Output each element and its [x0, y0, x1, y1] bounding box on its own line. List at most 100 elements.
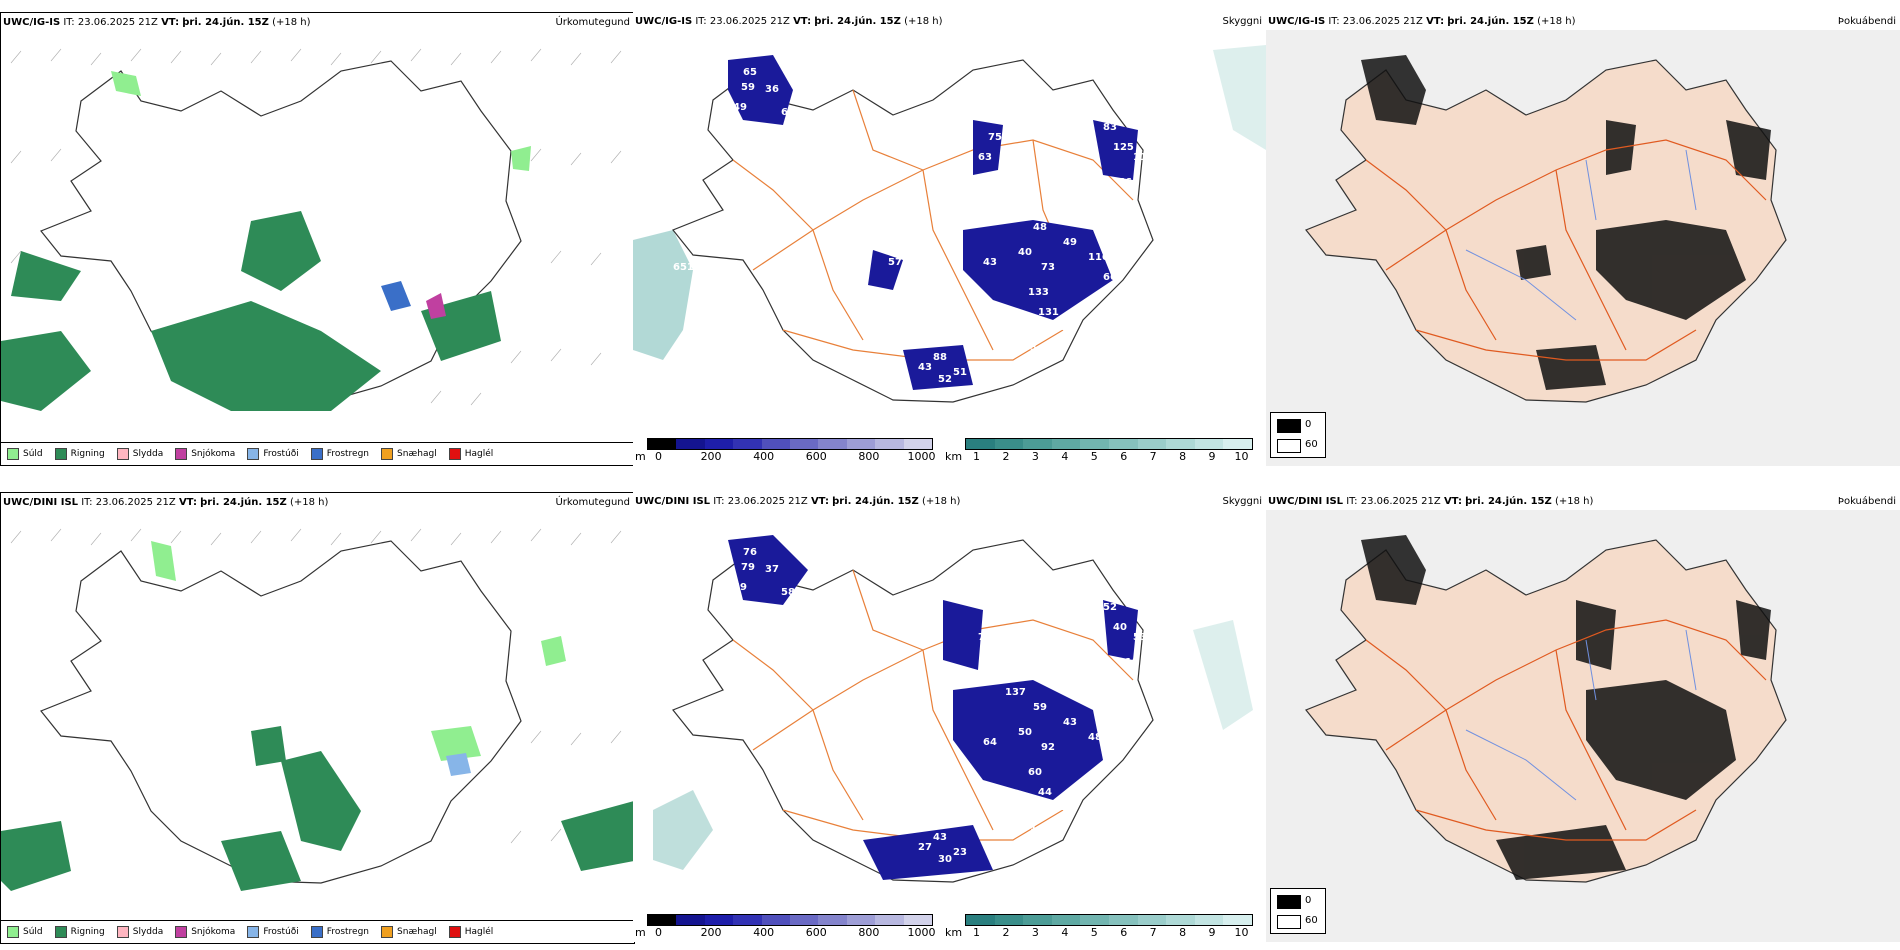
cloud-base-label: 59	[1033, 702, 1047, 713]
legend-item: Snæhagl	[381, 926, 437, 938]
colorbar-segment	[1051, 915, 1081, 925]
cloud-base-label: 90	[993, 652, 1007, 663]
legend-swatch	[54, 926, 67, 938]
cloud-base-label: 83	[1103, 122, 1117, 133]
cloud-base-label: 72	[978, 632, 992, 643]
cloud-base-label: 59	[741, 82, 755, 93]
panel-title: Skyggni	[1222, 16, 1262, 27]
init-time: 23.06.2025 21Z	[1342, 16, 1423, 27]
legend-label: Frostregn	[326, 449, 370, 459]
visibility-colorbar-row2: km 1 2 3 4 5 6 7 8 9 10	[943, 914, 1253, 940]
fog-legend-row1: 0 60	[1270, 412, 1326, 458]
fog-map-row2	[1266, 510, 1900, 942]
legend-label: Haglél	[464, 927, 494, 937]
colorbar-segment	[1166, 439, 1195, 449]
colorbar-tick: 5	[1090, 926, 1098, 939]
colorbar-segment	[1108, 915, 1138, 925]
valid-time: þri. 24.jún. 15Z	[832, 496, 919, 507]
cloud-base-label: 53	[1133, 632, 1147, 643]
fog-header-row1: UWC/IG-IS IT: 23.06.2025 21Z VT: þri. 24…	[1268, 16, 1576, 27]
iceland-outline	[672, 539, 1154, 883]
vt-label: VT:	[1443, 496, 1462, 507]
vt-label: VT:	[178, 497, 197, 508]
valid-time: þri. 24.jún. 15Z	[1465, 496, 1552, 507]
cloud-base-label: 77	[888, 737, 902, 748]
iceland-outline	[672, 59, 1154, 403]
colorbar-segment	[761, 915, 791, 925]
cloud-base-label: 51	[953, 367, 967, 378]
legend-item: Frostúði	[247, 926, 299, 938]
lead-time: (+18 h)	[1537, 16, 1576, 27]
it-label: IT:	[63, 17, 75, 28]
colorbar-segment	[1080, 915, 1109, 925]
colorbar-unit: km	[945, 450, 963, 463]
cloud-base-label: 87	[993, 172, 1007, 183]
legend-label: Frostregn	[326, 927, 370, 937]
colorbar-tick: 10	[1234, 926, 1249, 939]
rivers	[1465, 149, 1697, 321]
cloud-base-label: 73	[1023, 342, 1037, 353]
legend-label: Frostúði	[263, 927, 299, 937]
colorbar-tick: 8	[1179, 926, 1187, 939]
valid-time: þri. 24.jún. 15Z	[814, 16, 901, 27]
colorbar-segment	[875, 439, 904, 449]
lead-time: (+18 h)	[272, 17, 311, 28]
legend-item: Snæhagl	[381, 448, 437, 460]
model-name: UWC/IG-IS	[3, 17, 61, 28]
cloud-base-label: 40	[1113, 622, 1127, 633]
valid-time: þri. 24.jún. 15Z	[182, 17, 269, 28]
colorbar-tick: 7	[1149, 450, 1157, 463]
cloud-base-label: 52	[1103, 602, 1117, 613]
legend-swatch	[116, 448, 129, 460]
colorbar-segment	[875, 915, 904, 925]
it-label: IT:	[713, 496, 725, 507]
low-cloud-areas	[728, 535, 1138, 880]
colorbar-tick: 400	[753, 450, 775, 463]
legend-label: Frostúði	[263, 449, 299, 459]
precip-map-row2	[1, 528, 634, 891]
colorbar-tick: 800	[858, 926, 880, 939]
colorbar-strip	[647, 914, 933, 926]
cloud-base-label: 27	[918, 842, 932, 853]
fog-areas	[1361, 55, 1771, 390]
legend-label: Snæhagl	[397, 449, 437, 459]
precip-header-row2: UWC/DINI ISL IT: 23.06.2025 21Z VT: þri.…	[3, 497, 328, 508]
colorbar-tick: 1000	[907, 926, 936, 939]
legend-item: Súld	[7, 926, 43, 938]
colorbar-segment	[648, 439, 677, 449]
legend-item: Snjókoma	[175, 448, 235, 460]
drizzle-areas	[111, 71, 531, 171]
visibility-colorbar-row1: km 1 2 3 4 5 6 7 8 9 10	[943, 438, 1253, 464]
colorbar-tick: 5	[1090, 450, 1098, 463]
cloud-base-label: 48	[1033, 222, 1047, 233]
colorbar-segment	[1223, 439, 1252, 449]
legend-swatch	[247, 448, 260, 460]
model-name: UWC/IG-IS	[635, 16, 693, 27]
precip-header-row1: UWC/IG-IS IT: 23.06.2025 21Z VT: þri. 24…	[3, 17, 311, 28]
colorbar-tick: 8	[1179, 450, 1187, 463]
colorbar-segment	[994, 439, 1024, 449]
cloud-base-label: 73	[1041, 262, 1055, 273]
iceland-outline	[40, 540, 522, 884]
vt-label: VT:	[1426, 16, 1445, 27]
fog-map-row1	[1266, 30, 1900, 466]
colorbar-segment	[790, 915, 819, 925]
cloud-base-label: 651	[673, 262, 694, 273]
init-time: 23.06.2025 21Z	[95, 497, 176, 508]
colorbar-segment	[1023, 915, 1052, 925]
cloud-base-label: 49	[1063, 237, 1077, 248]
init-time: 23.06.2025 21Z	[709, 16, 790, 27]
valid-time: þri. 24.jún. 15Z	[1447, 16, 1534, 27]
cloud-base-label: 75	[988, 132, 1002, 143]
cloud-base-label: 43	[918, 362, 932, 373]
cloud-base-label: 40	[1018, 247, 1032, 258]
colorbar-tick: 0	[654, 450, 662, 463]
colorbar-segment	[1051, 439, 1081, 449]
colorbar-tick: 3	[1031, 926, 1039, 939]
colorbar-segment	[903, 915, 933, 925]
cloud-base-label: 61	[781, 107, 795, 118]
colorbar-strip	[965, 438, 1253, 450]
precip-legend-row2: Súld Rigning Slydda Snjókoma Frostúði Frostre…	[1, 920, 634, 943]
legend-label: Súld	[23, 927, 43, 937]
legend-label: Haglél	[464, 449, 494, 459]
